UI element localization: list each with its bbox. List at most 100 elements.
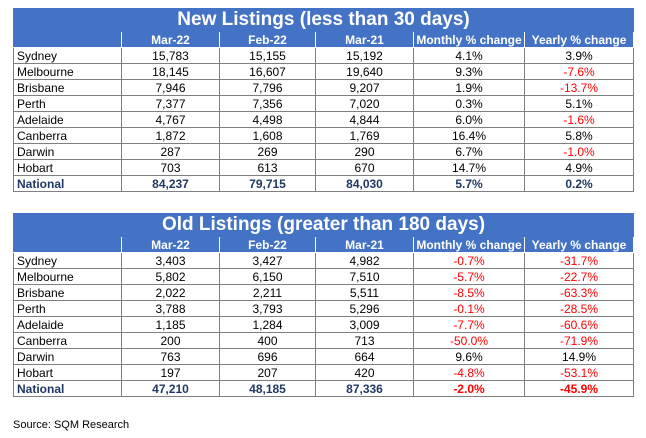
value-cell: 7,510 — [315, 268, 414, 285]
city-cell: Canberra — [13, 127, 122, 144]
value-cell: -0.1% — [413, 300, 525, 317]
value-cell: 197 — [121, 364, 220, 381]
column-header: Yearly % change — [523, 31, 635, 48]
table-row: Canberra 200 400 713 -50.0% -71.9% — [13, 332, 634, 349]
city-cell: National — [13, 380, 122, 397]
value-cell: 696 — [219, 348, 316, 365]
value-cell: 1.9% — [413, 79, 525, 96]
value-cell: 5.8% — [523, 127, 635, 144]
value-cell: 84,237 — [121, 175, 220, 192]
column-header — [13, 236, 122, 253]
value-cell: 19,640 — [315, 63, 414, 80]
column-header: Mar-21 — [315, 236, 414, 253]
value-cell: 3,793 — [219, 300, 316, 317]
value-cell: 4,498 — [219, 111, 316, 128]
value-cell: 2,211 — [219, 284, 316, 301]
table-row: Melbourne 18,145 16,607 19,640 9.3% -7.6% — [13, 63, 635, 80]
value-cell: 290 — [315, 143, 414, 160]
city-cell: Darwin — [13, 348, 122, 365]
value-cell: 16.4% — [413, 127, 525, 144]
table-row: National 84,237 79,715 84,030 5.7% 0.2% — [13, 175, 635, 192]
city-cell: Brisbane — [13, 79, 122, 96]
value-cell: 5,511 — [315, 284, 414, 301]
city-cell: Hobart — [13, 364, 122, 381]
value-cell: 420 — [315, 364, 414, 381]
column-header: Yearly % change — [524, 236, 634, 253]
value-cell: 713 — [315, 332, 414, 349]
value-cell: -45.9% — [524, 380, 634, 397]
table-body: Sydney 3,403 3,427 4,982 -0.7% -31.7% Melbourn… — [13, 252, 634, 397]
city-cell: Darwin — [13, 143, 122, 160]
table-row: Perth 3,788 3,793 5,296 -0.1% -28.5% — [13, 300, 634, 317]
value-cell: 703 — [121, 159, 220, 176]
column-header: Mar-21 — [315, 31, 414, 48]
value-cell: 9.6% — [413, 348, 525, 365]
table-row: Adelaide 4,767 4,498 4,844 6.0% -1.6% — [13, 111, 635, 128]
value-cell: 1,872 — [121, 127, 220, 144]
value-cell: -8.5% — [413, 284, 525, 301]
column-header: Monthly % change — [413, 236, 525, 253]
column-header: Monthly % change — [413, 31, 525, 48]
table-row: Brisbane 2,022 2,211 5,511 -8.5% -63.3% — [13, 284, 634, 301]
value-cell: 4.9% — [523, 159, 635, 176]
value-cell: -31.7% — [524, 252, 634, 269]
city-cell: Adelaide — [13, 111, 122, 128]
value-cell: 79,715 — [219, 175, 316, 192]
value-cell: -50.0% — [413, 332, 525, 349]
old-listings-table: Old Listings (greater than 180 days) Mar… — [13, 213, 634, 397]
city-cell: Hobart — [13, 159, 122, 176]
value-cell: 84,030 — [315, 175, 414, 192]
table-row: Darwin 763 696 664 9.6% 14.9% — [13, 348, 634, 365]
value-cell: 47,210 — [121, 380, 220, 397]
table-row: National 47,210 48,185 87,336 -2.0% -45.9% — [13, 380, 634, 397]
value-cell: 9,207 — [315, 79, 414, 96]
value-cell: -28.5% — [524, 300, 634, 317]
value-cell: 6,150 — [219, 268, 316, 285]
city-cell: Canberra — [13, 332, 122, 349]
table-row: Melbourne 5,802 6,150 7,510 -5.7% -22.7% — [13, 268, 634, 285]
value-cell: 87,336 — [315, 380, 414, 397]
value-cell: 3,427 — [219, 252, 316, 269]
value-cell: -1.6% — [523, 111, 635, 128]
table-body: Sydney 15,783 15,155 15,192 4.1% 3.9% Melbourn… — [13, 47, 635, 192]
new-listings-table: New Listings (less than 30 days) Mar-22 … — [12, 8, 635, 192]
column-header: Mar-22 — [121, 31, 220, 48]
value-cell: 287 — [121, 143, 220, 160]
value-cell: 0.2% — [523, 175, 635, 192]
value-cell: 3,788 — [121, 300, 220, 317]
column-header — [13, 31, 122, 48]
value-cell: 269 — [219, 143, 316, 160]
value-cell: 7,796 — [219, 79, 316, 96]
value-cell: 207 — [219, 364, 316, 381]
source-note: Source: SQM Research — [13, 419, 130, 431]
table-row: Hobart 197 207 420 -4.8% -53.1% — [13, 364, 634, 381]
value-cell: -7.7% — [413, 316, 525, 333]
table-row: Hobart 703 613 670 14.7% 4.9% — [13, 159, 635, 176]
city-cell: Sydney — [13, 47, 122, 64]
city-cell: Perth — [13, 300, 122, 317]
value-cell: 1,185 — [121, 316, 220, 333]
value-cell: 1,769 — [315, 127, 414, 144]
table-title: Old Listings (greater than 180 days) — [13, 213, 634, 237]
value-cell: 4,844 — [315, 111, 414, 128]
value-cell: -13.7% — [523, 79, 635, 96]
value-cell: -22.7% — [524, 268, 634, 285]
value-cell: 3,403 — [121, 252, 220, 269]
value-cell: 613 — [219, 159, 316, 176]
value-cell: 763 — [121, 348, 220, 365]
value-cell: -0.7% — [413, 252, 525, 269]
table-row: Sydney 3,403 3,427 4,982 -0.7% -31.7% — [13, 252, 634, 269]
value-cell: 5.7% — [413, 175, 525, 192]
value-cell: 15,192 — [315, 47, 414, 64]
value-cell: 1,284 — [219, 316, 316, 333]
city-cell: Brisbane — [13, 284, 122, 301]
value-cell: -5.7% — [413, 268, 525, 285]
value-cell: -53.1% — [524, 364, 634, 381]
value-cell: 6.7% — [413, 143, 525, 160]
table-title: New Listings (less than 30 days) — [12, 8, 635, 32]
table-row: Perth 7,377 7,356 7,020 0.3% 5.1% — [13, 95, 635, 112]
value-cell: 7,377 — [121, 95, 220, 112]
value-cell: 0.3% — [413, 95, 525, 112]
city-cell: Perth — [13, 95, 122, 112]
value-cell: -7.6% — [523, 63, 635, 80]
